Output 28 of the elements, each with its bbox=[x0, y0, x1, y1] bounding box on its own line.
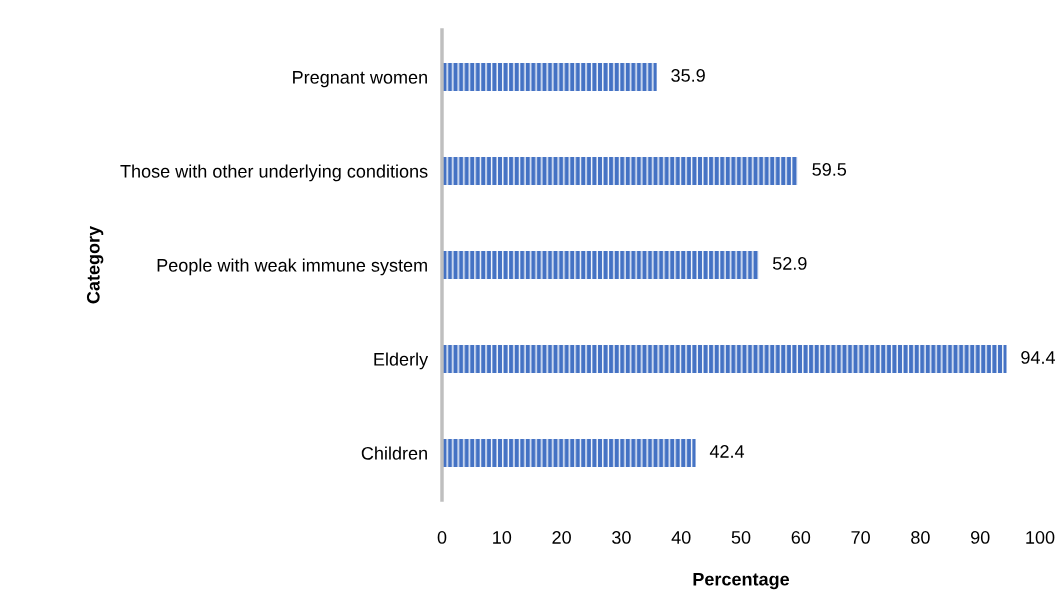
x-tick-label: 40 bbox=[671, 531, 691, 544]
x-tick-label: 50 bbox=[731, 531, 751, 544]
y-tick-label: Pregnant women bbox=[293, 71, 427, 88]
x-tick-label: 10 bbox=[493, 531, 512, 544]
data-label: 42.4 bbox=[709, 445, 745, 458]
x-tick-label: 90 bbox=[971, 531, 990, 544]
x-tick-label: 70 bbox=[851, 531, 870, 544]
data-label: 94.4 bbox=[1021, 351, 1056, 364]
x-axis-title: Percentage bbox=[693, 572, 790, 590]
bar bbox=[442, 344, 1007, 374]
x-tick-label: 80 bbox=[911, 531, 930, 544]
x-tick-label: 60 bbox=[791, 531, 811, 544]
data-label: 59.5 bbox=[812, 163, 847, 176]
bar bbox=[442, 250, 759, 280]
x-tick-label: 20 bbox=[552, 531, 571, 544]
data-label: 52.9 bbox=[772, 257, 807, 270]
bar bbox=[442, 438, 696, 468]
bar bbox=[442, 62, 657, 92]
y-axis-title: Category bbox=[86, 225, 104, 304]
y-tick-label: Children bbox=[361, 446, 427, 460]
y-tick-label: Those with other underlying conditions bbox=[120, 164, 428, 182]
x-tick-label: 30 bbox=[612, 531, 631, 544]
y-tick-label: Elderly bbox=[374, 352, 429, 370]
x-tick-label: 100 bbox=[1026, 531, 1055, 544]
x-tick-label: 0 bbox=[437, 531, 447, 544]
y-tick-label: People with weak immune system bbox=[157, 258, 427, 276]
bar bbox=[442, 156, 798, 186]
data-label: 35.9 bbox=[671, 69, 705, 82]
